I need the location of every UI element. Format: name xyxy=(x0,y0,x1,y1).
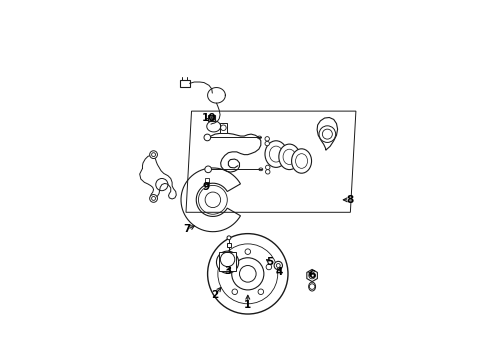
Polygon shape xyxy=(208,115,215,121)
Circle shape xyxy=(265,136,270,141)
Ellipse shape xyxy=(292,149,312,173)
Circle shape xyxy=(149,194,157,202)
Circle shape xyxy=(266,170,270,174)
Text: 8: 8 xyxy=(346,195,353,205)
Text: 10: 10 xyxy=(202,113,217,123)
Polygon shape xyxy=(181,168,241,232)
Circle shape xyxy=(204,134,211,141)
Polygon shape xyxy=(307,269,318,282)
Text: 2: 2 xyxy=(211,291,218,301)
Polygon shape xyxy=(220,123,227,133)
Polygon shape xyxy=(219,252,237,270)
Circle shape xyxy=(217,251,239,273)
Polygon shape xyxy=(204,179,209,183)
Circle shape xyxy=(205,166,212,173)
Text: 5: 5 xyxy=(267,257,273,267)
Circle shape xyxy=(274,261,282,270)
Text: 9: 9 xyxy=(203,182,210,192)
Circle shape xyxy=(227,236,231,240)
Polygon shape xyxy=(227,243,231,247)
Text: 1: 1 xyxy=(244,300,251,310)
Circle shape xyxy=(319,126,336,143)
Circle shape xyxy=(208,234,288,314)
Circle shape xyxy=(266,165,270,170)
Polygon shape xyxy=(180,80,190,87)
Ellipse shape xyxy=(265,141,287,167)
Text: 4: 4 xyxy=(275,267,283,277)
Circle shape xyxy=(149,151,157,158)
Text: 6: 6 xyxy=(308,270,315,280)
Circle shape xyxy=(265,141,270,146)
Ellipse shape xyxy=(279,144,300,170)
Ellipse shape xyxy=(309,282,316,291)
Text: 3: 3 xyxy=(225,266,232,276)
Text: 7: 7 xyxy=(184,225,191,234)
